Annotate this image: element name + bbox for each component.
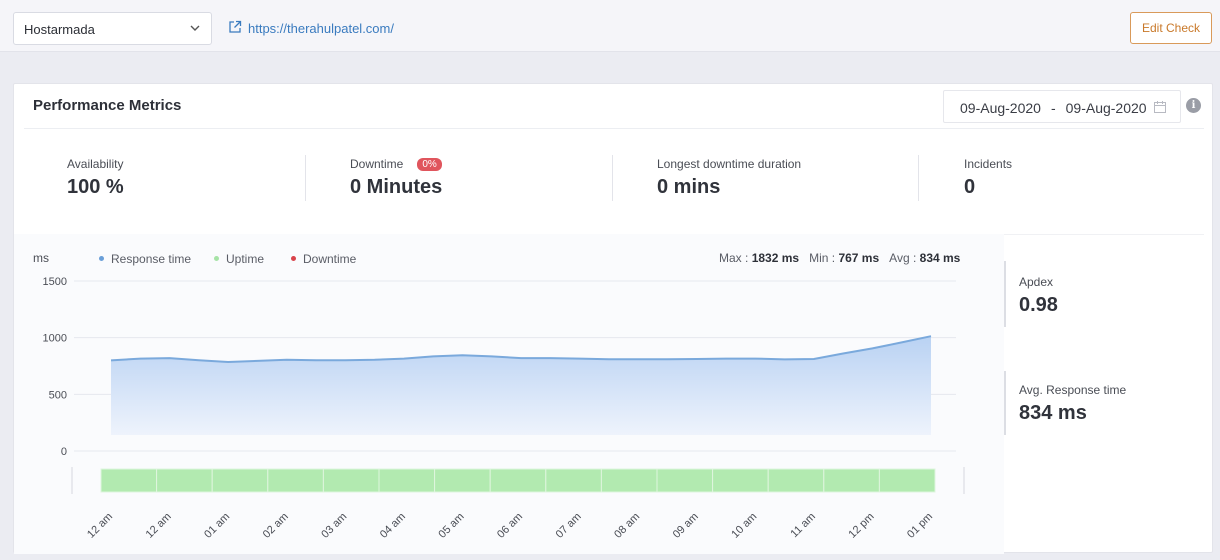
site-select-value: Hostarmada	[24, 22, 95, 37]
legend-label: Downtime	[303, 252, 357, 266]
uptime-segment	[100, 468, 158, 493]
response-time-chart: ms 1500 1000 500 0 12 am 12 am 01 am 02 am 03 am 0…	[33, 251, 965, 541]
metric-label: Longest downtime duration	[657, 157, 802, 171]
avg-label: Avg :	[889, 251, 917, 265]
calendar-icon	[1154, 101, 1166, 113]
metric-downtime: Downtime 0% 0 Minutes	[350, 157, 442, 199]
x-tick-label: 06 am	[495, 511, 525, 541]
uptime-segment	[656, 468, 714, 493]
legend-dot	[291, 256, 296, 261]
response-time-area	[111, 336, 931, 435]
uptime-segment	[267, 468, 324, 493]
x-tick-label: 07 am	[554, 511, 584, 541]
y-tick-label: 1000	[43, 333, 67, 345]
legend-response-time[interactable]: Response time	[99, 252, 191, 266]
external-link-icon[interactable]	[228, 20, 242, 34]
uptime-segment	[489, 468, 547, 493]
avg-response-value: 834 ms	[1019, 402, 1087, 424]
metric-availability: Availability 100 %	[67, 157, 124, 199]
uptime-segment	[767, 468, 825, 493]
date-to: 09-Aug-2020	[1065, 100, 1147, 116]
x-tick-label: 01 am	[202, 511, 232, 541]
uptime-segment	[322, 468, 380, 493]
metric-label: Incidents	[964, 157, 1013, 171]
avg-value: 834 ms	[919, 251, 961, 265]
x-tick-label: 12 am	[85, 511, 115, 541]
legend-dot	[99, 256, 104, 261]
metric-value: 0 Minutes	[350, 176, 443, 198]
response-time-line	[110, 335, 932, 364]
legend-label: Response time	[111, 252, 192, 266]
x-tick-label: 02 am	[261, 511, 291, 541]
site-url-link[interactable]: https://therahulpatel.com/	[248, 21, 394, 36]
y-tick-label: 1500	[43, 276, 67, 288]
metric-divider	[612, 155, 613, 201]
x-tick-label: 03 am	[319, 511, 349, 541]
x-tick-label: 05 am	[436, 511, 466, 541]
y-tick-label: 0	[61, 446, 67, 458]
date-range-picker[interactable]: 09-Aug-2020-09-Aug-2020	[943, 90, 1181, 123]
metric-value: 0	[964, 176, 976, 198]
apdex-label: Apdex	[1019, 275, 1054, 289]
header-divider	[24, 128, 1204, 129]
legend-label: Uptime	[226, 252, 265, 266]
uptime-segment	[878, 468, 936, 493]
site-select[interactable]: Hostarmada	[13, 12, 212, 45]
info-icon[interactable]: i	[1186, 98, 1201, 113]
metric-incidents: Incidents 0	[964, 157, 1012, 199]
chevron-down-icon	[190, 25, 200, 31]
downtime-label: Downtime	[350, 157, 404, 171]
card-title: Performance Metrics	[33, 97, 182, 114]
x-tick-label: 12 am	[144, 511, 174, 541]
metric-value: 100 %	[67, 176, 124, 198]
metric-longest-downtime: Longest downtime duration 0 mins	[657, 157, 801, 199]
uptime-segment	[712, 468, 769, 493]
response-time-chart-area: ms 1500 1000 500 0 12 am 12 am 01 am 02 am 03 am 0…	[14, 234, 1004, 554]
metric-divider	[918, 155, 919, 201]
legend-uptime[interactable]: Uptime	[214, 252, 264, 266]
uptime-segment	[156, 468, 213, 493]
response-stats: Max : 1832 ms Min : 767 ms Avg : 834 ms	[719, 251, 960, 265]
metric-divider	[305, 155, 306, 201]
performance-metrics-card: Performance Metrics 09-Aug-2020-09-Aug-2…	[13, 83, 1213, 554]
avg-response-label: Avg. Response time	[1019, 383, 1127, 397]
max-value: 1832 ms	[751, 251, 800, 265]
legend-dot	[214, 256, 219, 261]
metric-value: 0 mins	[657, 176, 721, 198]
apdex-value: 0.98	[1019, 294, 1058, 316]
y-axis-unit-label: ms	[33, 251, 49, 265]
date-separator: -	[1050, 100, 1056, 116]
x-tick-label: 10 am	[729, 511, 759, 541]
x-tick-label: 04 am	[378, 511, 408, 541]
metric-bar	[1004, 371, 1006, 435]
x-tick-label: 12 pm	[846, 511, 876, 541]
min-label: Min :	[809, 251, 836, 265]
min-value: 767 ms	[838, 251, 880, 265]
uptime-segment	[545, 468, 602, 493]
y-tick-label: 500	[49, 389, 67, 401]
metric-label: Availability	[67, 157, 124, 171]
legend-downtime[interactable]: Downtime	[291, 252, 356, 266]
downtime-percent-badge: 0%	[417, 158, 442, 171]
x-tick-label: 08 am	[612, 511, 642, 541]
metric-bar	[1004, 261, 1006, 327]
top-bar: Hostarmada https://therahulpatel.com/ Ed…	[0, 0, 1220, 52]
uptime-segment	[823, 468, 880, 493]
uptime-segment	[600, 468, 658, 493]
metric-label: Downtime 0%	[350, 157, 442, 171]
max-label: Max :	[719, 251, 749, 265]
x-tick-label: 01 pm	[905, 511, 935, 541]
uptime-segment	[211, 468, 269, 493]
uptime-segment	[434, 468, 491, 493]
edit-check-button[interactable]: Edit Check	[1130, 12, 1212, 44]
uptime-segment	[378, 468, 436, 493]
x-tick-label: 11 am	[788, 511, 818, 541]
x-tick-label: 09 am	[671, 511, 701, 541]
date-from: 09-Aug-2020	[960, 100, 1041, 116]
